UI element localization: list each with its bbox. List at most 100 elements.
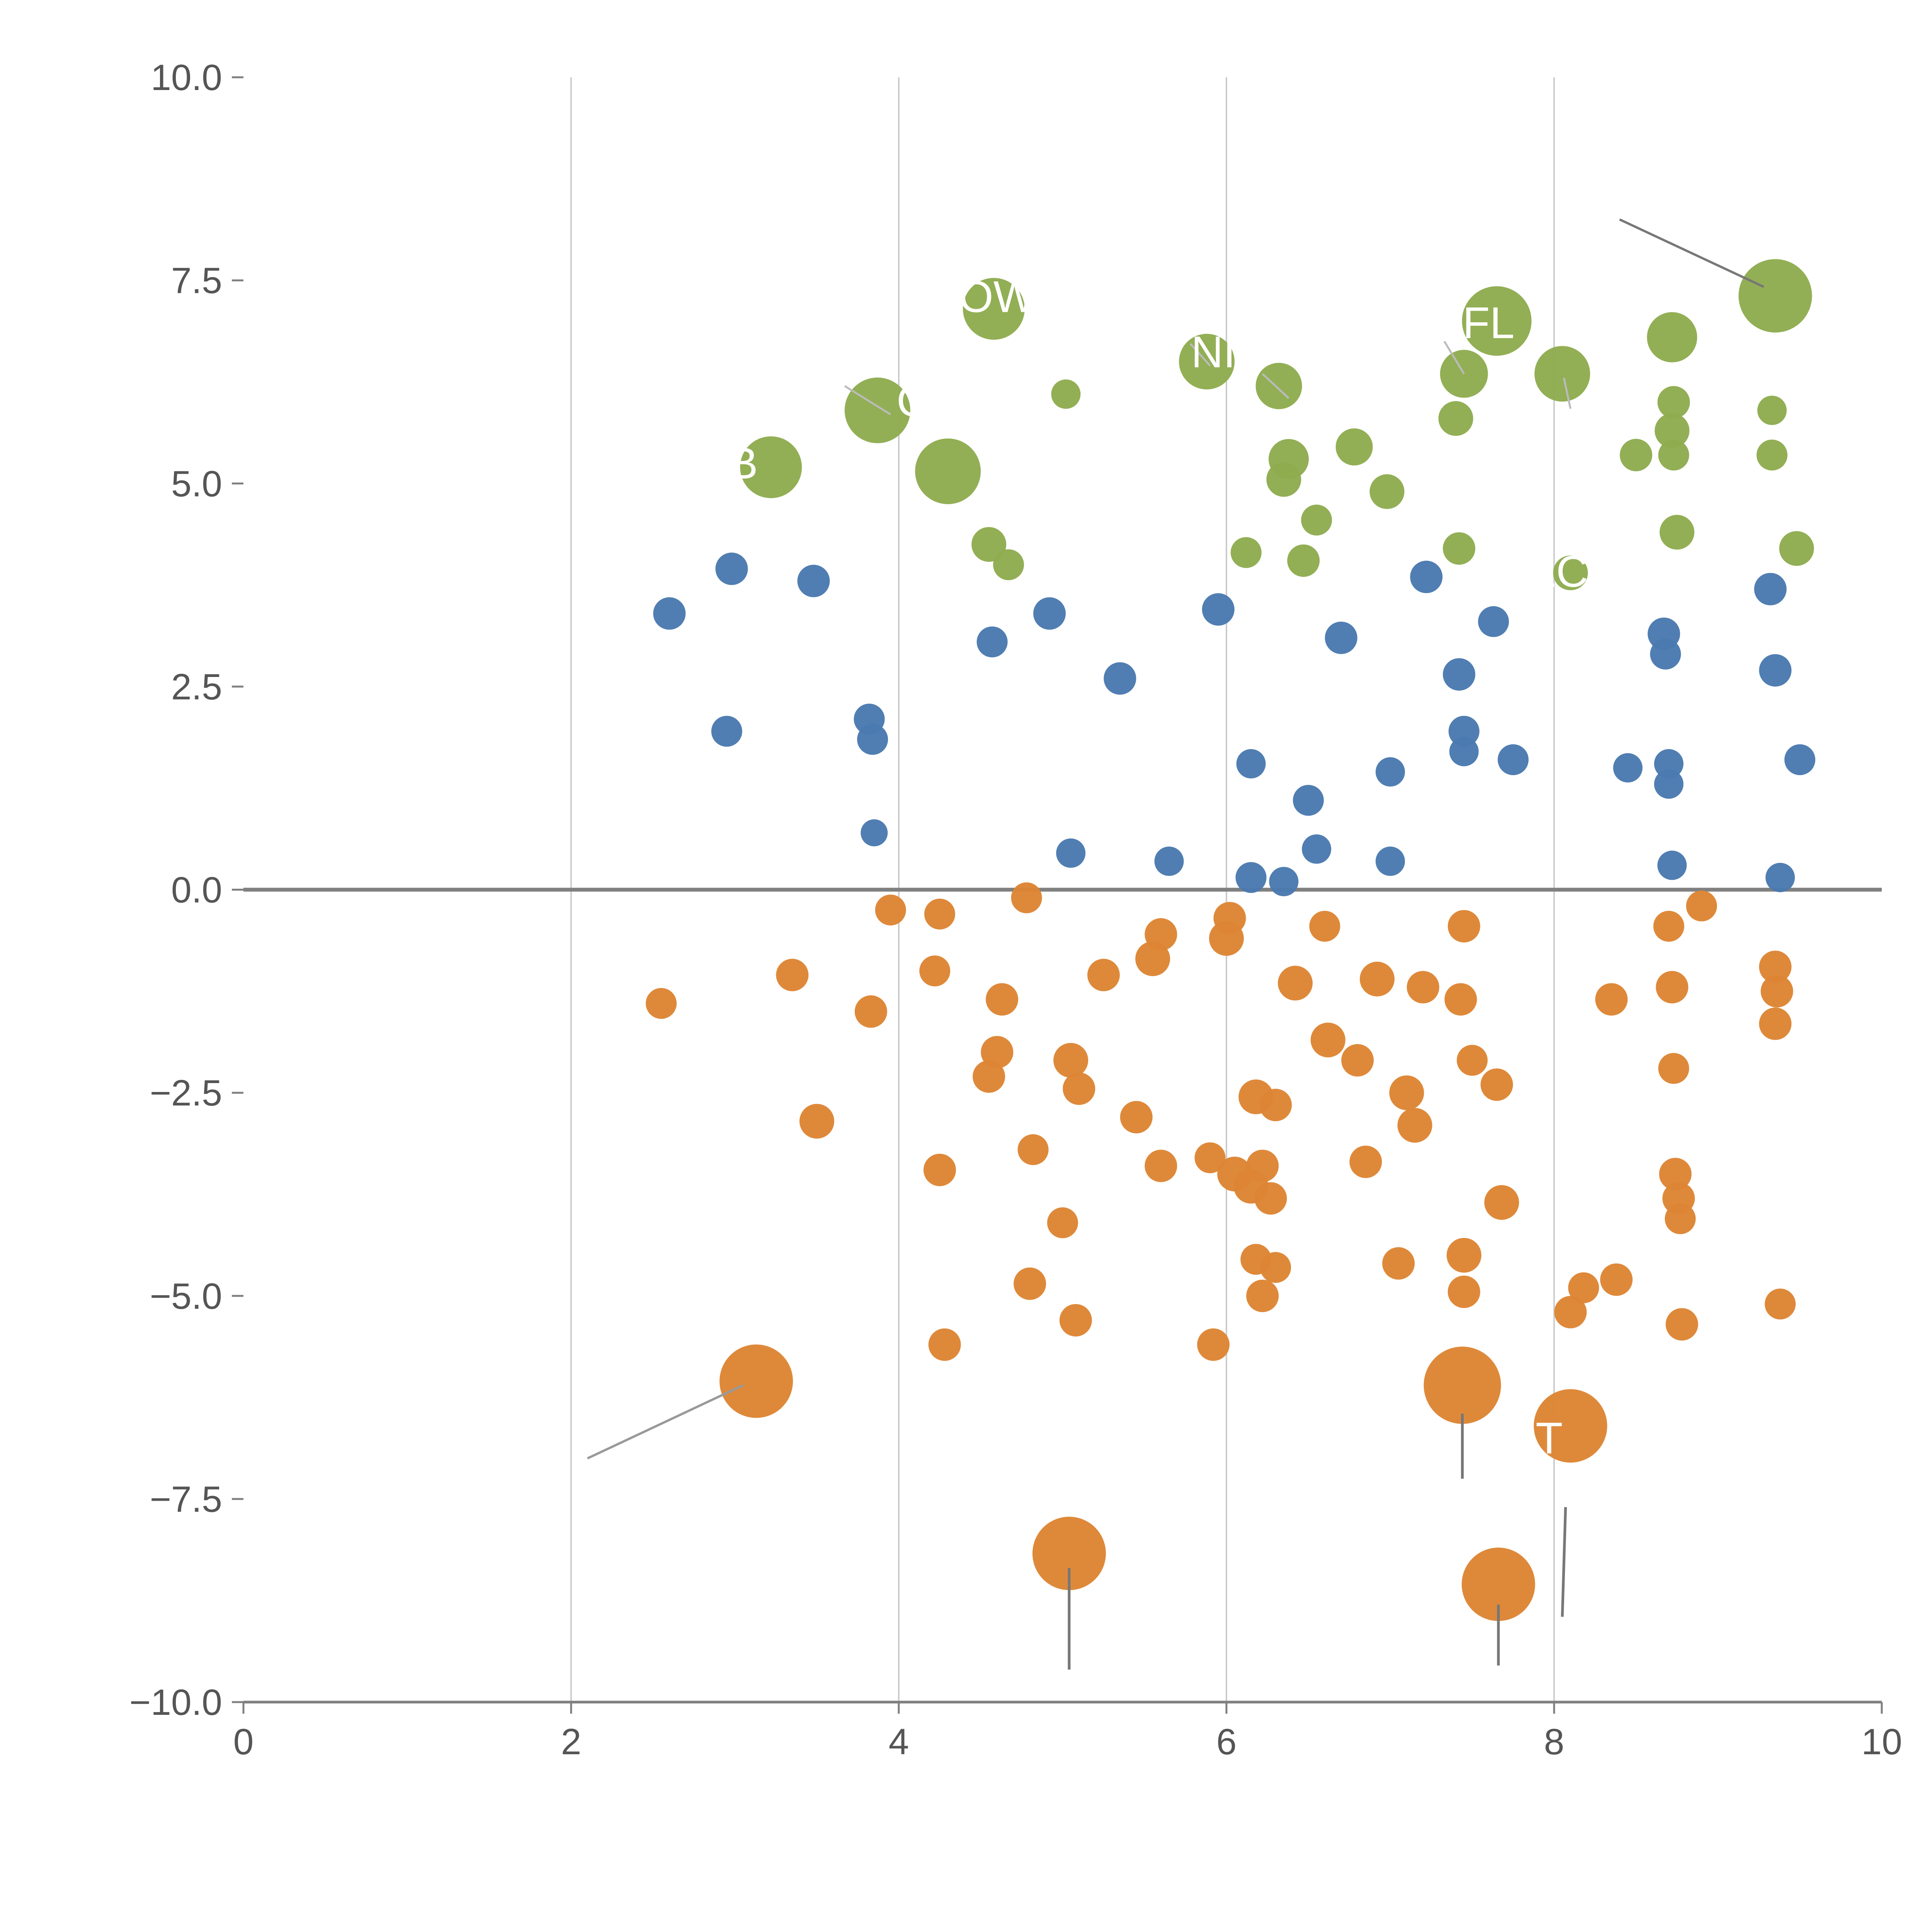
scatter-point-group-orange bbox=[1087, 959, 1120, 992]
scatter-point-group-blue bbox=[857, 724, 888, 755]
scatter-point-group-orange bbox=[1665, 1308, 1698, 1341]
scatter-point-group-green bbox=[1647, 312, 1697, 362]
scatter-point-group-blue bbox=[711, 716, 742, 747]
scatter-point-group-orange bbox=[1047, 1207, 1078, 1238]
scatter-point-group-orange bbox=[1382, 1247, 1415, 1280]
scatter-point-group-green bbox=[963, 278, 1025, 340]
scatter-point-group-blue bbox=[1410, 561, 1443, 594]
scatter-point-group-orange bbox=[973, 1060, 1005, 1093]
scatter-point-group-blue bbox=[1443, 658, 1476, 691]
scatter-point-group-orange bbox=[1017, 1134, 1049, 1165]
scatter-point-group-orange bbox=[1260, 1252, 1291, 1283]
scatter-point-group-green bbox=[1660, 515, 1694, 550]
y-tick-label: 10.0 bbox=[151, 57, 222, 98]
scatter-point-group-orange bbox=[1194, 1142, 1226, 1173]
x-tick-label: 4 bbox=[889, 1721, 909, 1762]
scatter-point-group-orange bbox=[1145, 918, 1177, 951]
scatter-point-group-green bbox=[1657, 386, 1690, 418]
scatter-point-group-orange bbox=[1254, 1182, 1287, 1215]
scatter-point-group-orange bbox=[923, 1153, 956, 1186]
x-tick-label: 0 bbox=[233, 1721, 254, 1762]
scatter-point-group-green bbox=[915, 438, 981, 504]
scatter-point-group-blue bbox=[1654, 749, 1684, 779]
scatter-point-group-blue bbox=[1056, 838, 1086, 868]
scatter-point-group-orange bbox=[1278, 966, 1313, 1001]
y-tick-label: 7.5 bbox=[171, 260, 222, 301]
scatter-point-group-green bbox=[1230, 537, 1262, 568]
scatter-point-group-blue bbox=[1269, 867, 1299, 896]
scatter-point-group-orange bbox=[1246, 1150, 1279, 1182]
scatter-point-group-orange bbox=[1446, 1238, 1481, 1273]
scatter-point-group-orange bbox=[1310, 1022, 1345, 1058]
scatter-point-group-orange bbox=[1059, 1304, 1092, 1337]
scatter-point-group-orange bbox=[1397, 1108, 1432, 1143]
scatter-point-group-orange bbox=[1309, 911, 1340, 942]
annotation-line bbox=[587, 1384, 744, 1459]
scatter-point-group-orange bbox=[1213, 902, 1246, 935]
scatter-point-group-green bbox=[844, 378, 910, 444]
y-tick-label: −10.0 bbox=[129, 1682, 222, 1723]
scatter-point-group-orange bbox=[1600, 1263, 1633, 1296]
scatter-point-group-green bbox=[993, 549, 1024, 580]
scatter-point-group-green bbox=[1534, 346, 1590, 402]
scatter-point-group-orange bbox=[1765, 1288, 1796, 1320]
scatter-point-group-orange bbox=[1759, 1007, 1792, 1040]
scatter-point-group-orange bbox=[1554, 1296, 1587, 1328]
scatter-point-group-blue bbox=[1236, 749, 1266, 779]
scatter-point-group-orange bbox=[1014, 1267, 1046, 1300]
scatter-point-group-blue bbox=[1302, 834, 1332, 864]
scatter-point-group-blue bbox=[861, 819, 888, 847]
scatter-point-group-orange bbox=[1145, 1150, 1177, 1182]
scatter-point-group-green bbox=[1756, 439, 1787, 471]
scatter-point-group-blue bbox=[1293, 785, 1324, 816]
x-tick-label: 6 bbox=[1216, 1721, 1237, 1762]
scatter-point-group-orange bbox=[1406, 971, 1439, 1003]
scatter-point-group-orange bbox=[924, 898, 955, 930]
scatter-point-group-orange bbox=[1658, 1053, 1689, 1084]
scatter-point-group-blue bbox=[1376, 846, 1405, 876]
scatter-point-group-green bbox=[1658, 439, 1689, 471]
annotation-line bbox=[1619, 218, 1764, 288]
scatter-point-group-orange bbox=[1197, 1328, 1230, 1361]
scatter-point-group-orange bbox=[1457, 1045, 1488, 1076]
scatter-point-group-blue bbox=[1657, 850, 1687, 880]
scatter-point-group-blue bbox=[1033, 597, 1066, 630]
scatter-point-group-green bbox=[1620, 439, 1652, 471]
annotation-line bbox=[1561, 1507, 1567, 1617]
scatter-point-group-green bbox=[1255, 362, 1302, 409]
scatter-point-group-green bbox=[1757, 396, 1787, 425]
scatter-point-group-green bbox=[1051, 379, 1081, 409]
scatter-point-group-orange bbox=[981, 1036, 1014, 1068]
x-tick-label: 8 bbox=[1544, 1721, 1565, 1762]
y-tick-label: 0.0 bbox=[171, 870, 222, 911]
scatter-point-group-blue bbox=[976, 626, 1008, 658]
scatter-point-group-orange bbox=[1444, 983, 1477, 1016]
scatter-point-group-green bbox=[1301, 504, 1332, 536]
scatter-point-group-orange bbox=[1341, 1044, 1374, 1077]
annotation-label: EC bbox=[1527, 547, 1588, 596]
scatter-point-group-blue bbox=[1325, 621, 1357, 654]
scatter-point-group-blue bbox=[797, 565, 830, 597]
scatter-point-group-orange bbox=[1659, 1158, 1692, 1190]
scatter-point-group-green bbox=[1287, 544, 1320, 577]
annotation-line bbox=[1189, 343, 1211, 367]
scatter-point-group-green bbox=[1266, 462, 1301, 497]
scatter-point-group-orange bbox=[719, 1344, 793, 1418]
scatter-point-group-orange bbox=[1568, 1272, 1599, 1303]
scatter-point-group-orange bbox=[854, 995, 887, 1028]
scatter-point-group-orange bbox=[1259, 1088, 1292, 1121]
scatter-point-group-blue bbox=[1650, 638, 1681, 670]
scatter-point-group-green bbox=[1655, 413, 1690, 448]
scatter-point-group-orange bbox=[1447, 1276, 1480, 1308]
scatter-point-group-orange bbox=[1246, 1279, 1279, 1312]
x-tick-label: 10 bbox=[1861, 1721, 1902, 1762]
scatter-point-group-orange bbox=[1349, 1145, 1382, 1178]
scatter-point-group-green bbox=[740, 436, 802, 498]
scatter-point-group-orange bbox=[1063, 1072, 1095, 1105]
scatter-point-group-blue bbox=[1613, 753, 1643, 783]
scatter-point-group-orange bbox=[1665, 1203, 1696, 1235]
scatter-point-group-blue bbox=[1376, 757, 1405, 787]
scatter-point-group-blue bbox=[1448, 716, 1480, 747]
scatter-point-group-green bbox=[1779, 531, 1814, 566]
